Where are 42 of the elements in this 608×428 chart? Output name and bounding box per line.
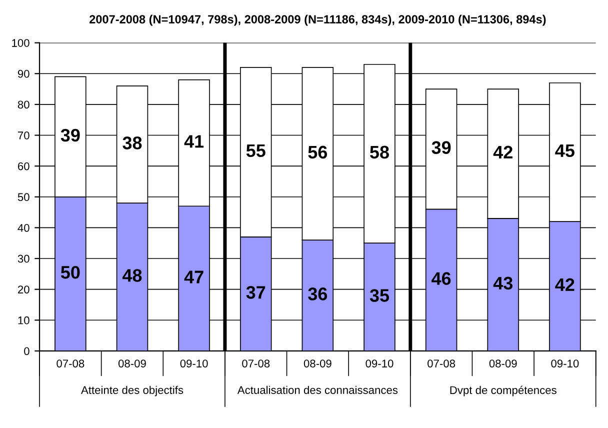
data-label: 47 bbox=[184, 270, 204, 284]
y-tick-label: 100 bbox=[12, 39, 30, 47]
data-label: 46 bbox=[432, 272, 451, 285]
data-label: 41 bbox=[184, 135, 204, 148]
data-label: 55 bbox=[246, 144, 266, 158]
x-tick-label: 09-10 bbox=[551, 360, 579, 368]
data-label: 43 bbox=[493, 276, 513, 290]
x-tick-label: 08-09 bbox=[118, 360, 146, 368]
data-label: 48 bbox=[122, 269, 142, 282]
y-tick-label: 50 bbox=[18, 193, 30, 202]
y-tick-label: 60 bbox=[18, 162, 30, 170]
data-label: 42 bbox=[493, 146, 512, 158]
y-tick-label: 30 bbox=[18, 254, 30, 263]
x-tick-label: 08-09 bbox=[304, 360, 332, 368]
x-tick-label: 09-10 bbox=[180, 360, 208, 368]
y-tick-label: 0 bbox=[24, 347, 30, 356]
x-tick-label: 08-09 bbox=[489, 360, 517, 368]
data-label: 50 bbox=[60, 266, 80, 279]
data-label: 42 bbox=[555, 278, 574, 291]
data-label: 37 bbox=[246, 286, 266, 299]
x-tick-label: 07-08 bbox=[242, 360, 270, 368]
y-tick-label: 70 bbox=[18, 132, 30, 140]
y-tick-label: 20 bbox=[18, 286, 30, 294]
data-label: 38 bbox=[122, 136, 142, 150]
y-tick-label: 90 bbox=[18, 70, 30, 78]
data-label: 45 bbox=[555, 144, 574, 158]
data-label: 39 bbox=[60, 128, 80, 142]
data-label: 58 bbox=[370, 146, 389, 159]
y-tick-label: 40 bbox=[18, 224, 30, 232]
data-label: 35 bbox=[370, 289, 390, 302]
x-tick-label: 07-08 bbox=[428, 360, 456, 368]
chart-title: 2007-2008 (N=10947, 798s), 2008-2009 (N=11186, 834s), 2009-2010 (N=11306, 894s) bbox=[90, 14, 546, 26]
data-label: 39 bbox=[432, 141, 451, 154]
data-label: 56 bbox=[308, 146, 328, 159]
text: Atteinte des objectifs bbox=[81, 386, 184, 396]
x-tick-label: 09-10 bbox=[366, 360, 394, 368]
x-tick-label: 07-08 bbox=[56, 360, 84, 368]
text: Dvpt de compétences bbox=[450, 386, 556, 396]
data-label: 36 bbox=[308, 288, 328, 300]
y-tick-label: 80 bbox=[18, 100, 30, 109]
text: Actualisation des connaissances bbox=[237, 386, 398, 394]
y-tick-label: 10 bbox=[18, 316, 30, 324]
